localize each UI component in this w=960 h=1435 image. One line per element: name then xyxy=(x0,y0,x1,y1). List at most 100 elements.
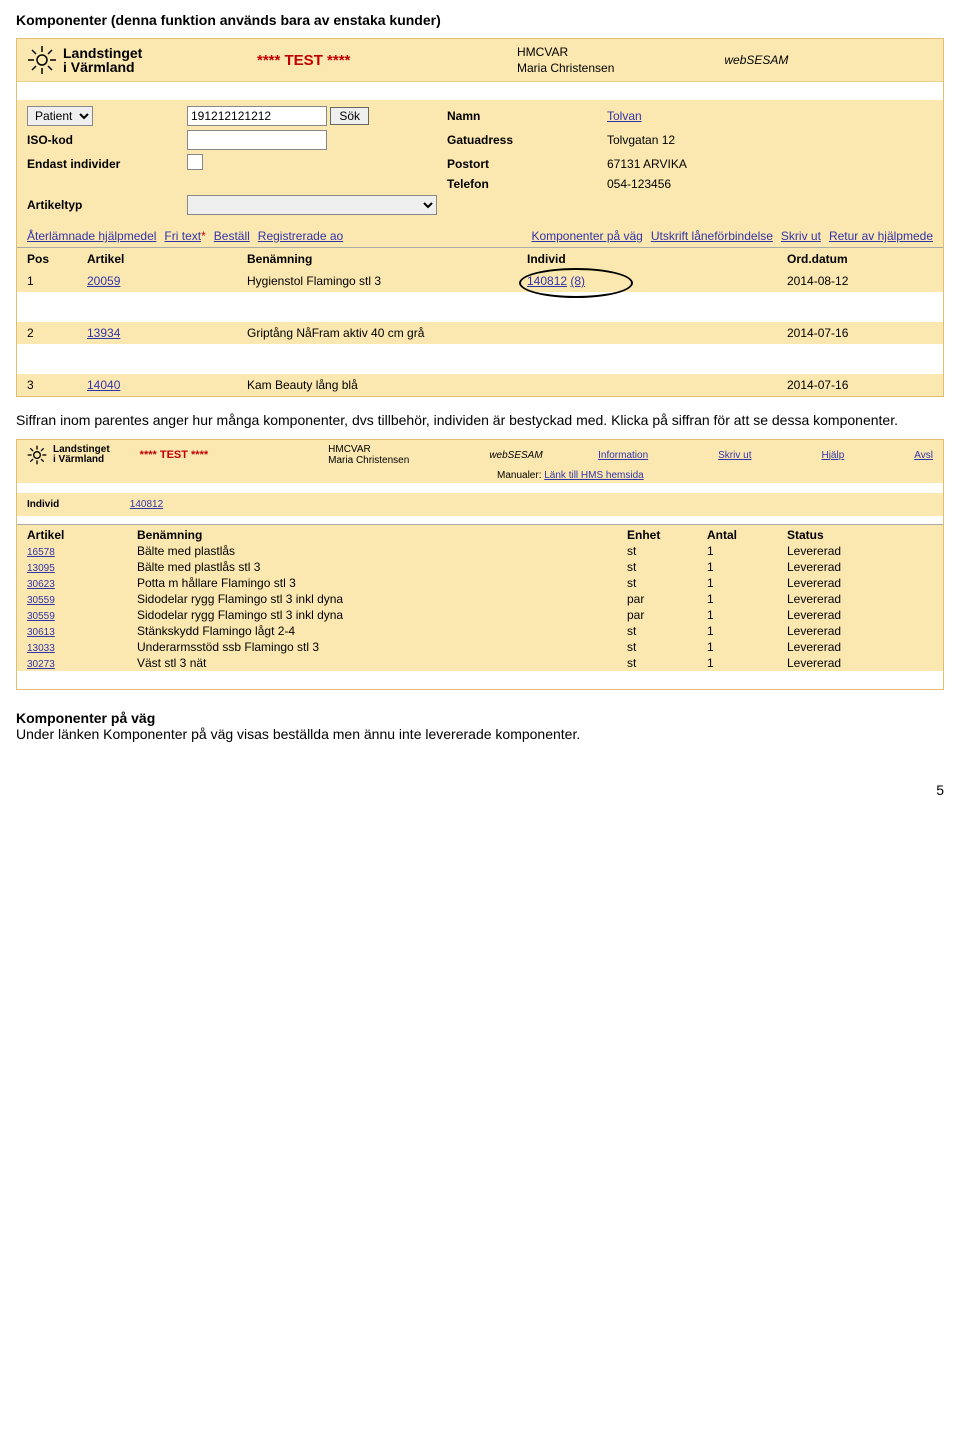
link-bar: Återlämnade hjälpmedel Fri text* Beställ… xyxy=(17,219,943,247)
link-loan-print[interactable]: Utskrift låneförbindelse xyxy=(651,229,773,243)
cell-artikel-link[interactable]: 30273 xyxy=(27,659,55,670)
sun-icon xyxy=(27,45,57,75)
cell-benamning: Sidodelar rygg Flamingo stl 3 inkl dyna xyxy=(137,592,627,606)
col-benamning: Benämning xyxy=(247,252,527,266)
link-returned[interactable]: Återlämnade hjälpmedel xyxy=(27,229,156,243)
link-return[interactable]: Retur av hjälpmede xyxy=(829,229,933,243)
header-code: HMCVAR xyxy=(517,45,614,59)
stripe xyxy=(17,344,943,374)
logo: Landstinget i Värmland xyxy=(27,45,227,75)
cell-artikel-link[interactable]: 30559 xyxy=(27,611,55,622)
screenshot-1: Landstinget i Värmland **** TEST **** HM… xyxy=(16,38,944,397)
only-individ-checkbox[interactable] xyxy=(187,154,203,170)
search-form: Patient Sök Namn Tolvan ISO-kod Gatuadre… xyxy=(17,100,943,219)
cell-enhet: st xyxy=(627,544,707,558)
test-label: **** TEST **** xyxy=(257,52,517,69)
iso-label: ISO-kod xyxy=(27,133,187,147)
link-skrivut[interactable]: Skriv ut xyxy=(718,450,751,461)
table-row: 13033Underarmsstöd ssb Flamingo stl 3st1… xyxy=(17,639,943,655)
link-avsl[interactable]: Avsl xyxy=(914,450,933,461)
cell-enhet: st xyxy=(627,560,707,574)
table-row: 30273Väst stl 3 nätst1Levererad xyxy=(17,655,943,671)
cell-individ-count[interactable]: (8) xyxy=(570,274,585,288)
link-registered-ao[interactable]: Registrerade ao xyxy=(258,229,343,243)
cell-antal: 1 xyxy=(707,656,787,670)
col-antal: Antal xyxy=(707,528,787,542)
name-link[interactable]: Tolvan xyxy=(607,109,642,123)
logo-line2: i Värmland xyxy=(53,455,110,465)
col-artikel: Artikel xyxy=(87,252,247,266)
cell-status: Levererad xyxy=(787,640,907,654)
logo-line2: i Värmland xyxy=(63,60,142,74)
cell-benamning: Sidodelar rygg Flamingo stl 3 inkl dyna xyxy=(137,608,627,622)
cell-status: Levererad xyxy=(787,576,907,590)
cell-artikel-link[interactable]: 30613 xyxy=(27,627,55,638)
app-header: Landstinget i Värmland **** TEST **** HM… xyxy=(17,39,943,82)
app2-header: Landstinget i Värmland **** TEST **** HM… xyxy=(17,440,943,470)
iso-input[interactable] xyxy=(187,130,327,150)
search-button[interactable]: Sök xyxy=(330,107,369,125)
link-print[interactable]: Skriv ut xyxy=(781,229,821,243)
cell-benamning: Kam Beauty lång blå xyxy=(247,378,527,392)
cell-benamning: Griptång NåFram aktiv 40 cm grå xyxy=(247,326,527,340)
search-input[interactable] xyxy=(187,106,327,126)
cell-artikel-link[interactable]: 14040 xyxy=(87,378,120,392)
street-value: Tolvgatan 12 xyxy=(607,133,827,147)
cell-artikel-link[interactable]: 13095 xyxy=(27,563,55,574)
cell-benamning: Hygienstol Flamingo stl 3 xyxy=(247,274,527,288)
table-row: 2 13934 Griptång NåFram aktiv 40 cm grå … xyxy=(17,322,943,344)
cell-enhet: st xyxy=(627,576,707,590)
page-number: 5 xyxy=(16,782,944,798)
col-individ: Individ xyxy=(527,252,787,266)
col-orddatum: Ord.datum xyxy=(787,252,907,266)
cell-enhet: par xyxy=(627,592,707,606)
col-status: Status xyxy=(787,528,907,542)
manualer-label: Manualer: xyxy=(497,470,541,481)
cell-benamning: Bälte med plastlås xyxy=(137,544,627,558)
link-components-onway[interactable]: Komponenter på väg xyxy=(531,229,642,243)
cell-artikel-link[interactable]: 20059 xyxy=(87,274,120,288)
sun-icon xyxy=(27,445,47,465)
cell-artikel-link[interactable]: 13934 xyxy=(87,326,120,340)
manualer-link[interactable]: Länk till HMS hemsida xyxy=(544,470,643,481)
name-label: Namn xyxy=(447,109,607,123)
cell-antal: 1 xyxy=(707,544,787,558)
stripe xyxy=(17,292,943,322)
individ-label: Individ xyxy=(27,499,127,510)
cell-enhet: par xyxy=(627,608,707,622)
header-code: HMCVAR xyxy=(328,444,409,455)
subheading: Komponenter på väg xyxy=(16,710,944,726)
cell-artikel-link[interactable]: 13033 xyxy=(27,643,55,654)
cell-enhet: st xyxy=(627,624,707,638)
individ-link[interactable]: 140812 xyxy=(130,499,163,510)
cell-orddatum: 2014-07-16 xyxy=(787,378,907,392)
postort-value: 67131 ARVIKA xyxy=(607,157,827,171)
cell-pos: 3 xyxy=(27,378,87,392)
artikeltyp-select[interactable] xyxy=(187,195,437,215)
table2-header: Artikel Benämning Enhet Antal Status xyxy=(17,524,943,543)
cell-antal: 1 xyxy=(707,624,787,638)
link-information[interactable]: Information xyxy=(598,450,648,461)
cell-antal: 1 xyxy=(707,592,787,606)
cell-benamning: Potta m hållare Flamingo stl 3 xyxy=(137,576,627,590)
cell-artikel-link[interactable]: 16578 xyxy=(27,547,55,558)
table-row: 30613Stänkskydd Flamingo lågt 2-4st1Leve… xyxy=(17,623,943,639)
cell-artikel-link[interactable]: 30559 xyxy=(27,595,55,606)
table-header: Pos Artikel Benämning Individ Ord.datum xyxy=(17,247,943,270)
manualer-row: Manualer: Länk till HMS hemsida xyxy=(17,470,943,483)
cell-orddatum: 2014-08-12 xyxy=(787,274,907,288)
white-bar xyxy=(17,82,943,100)
link-hjalp[interactable]: Hjälp xyxy=(821,450,844,461)
cell-antal: 1 xyxy=(707,560,787,574)
link-order[interactable]: Beställ xyxy=(214,229,250,243)
cell-artikel-link[interactable]: 30623 xyxy=(27,579,55,590)
link-freetext[interactable]: Fri text xyxy=(164,229,201,243)
cell-individ-link[interactable]: 140812 xyxy=(527,274,567,288)
col-benamning: Benämning xyxy=(137,528,627,542)
search-type-select[interactable]: Patient xyxy=(27,106,93,126)
table-row: 3 14040 Kam Beauty lång blå 2014-07-16 xyxy=(17,374,943,396)
cell-antal: 1 xyxy=(707,608,787,622)
cell-pos: 2 xyxy=(27,326,87,340)
cell-orddatum: 2014-07-16 xyxy=(787,326,907,340)
cell-benamning: Underarmsstöd ssb Flamingo stl 3 xyxy=(137,640,627,654)
